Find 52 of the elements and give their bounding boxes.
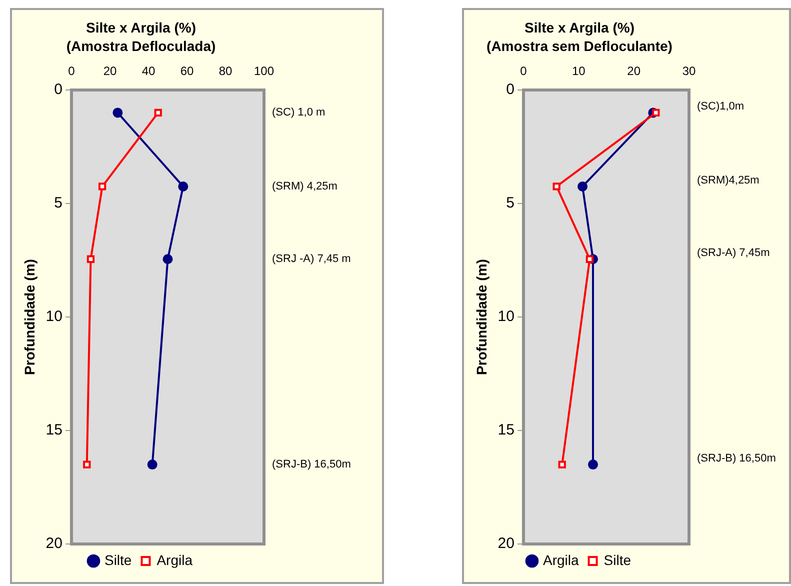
point	[86, 255, 95, 263]
chart-title: Silte x Argila (%)	[86, 19, 196, 36]
chart-subtitle: (Amostra Defloculada)	[66, 38, 216, 54]
point	[83, 460, 91, 468]
text: (SRJ -A) 7,45 m	[272, 253, 351, 266]
y-axis-title: Profundidade (m)	[21, 259, 38, 375]
y-tick-label: 5	[506, 194, 514, 212]
text: (SRM) 4,25m	[272, 180, 338, 193]
y-tick-label: 20	[498, 535, 514, 552]
legend-label: Silte	[104, 552, 132, 568]
chart-title: Silte x Argila (%)	[524, 19, 634, 36]
y-tick-label: 0	[506, 81, 514, 98]
y-tick-label: 10	[498, 308, 514, 326]
text: (SRJ-A) 7,45m	[697, 247, 770, 260]
x-tick-label: 10	[572, 64, 586, 78]
text: (SRM)4,25m	[697, 174, 760, 187]
point	[162, 254, 173, 264]
chart-subtitle: (Amostra sem Defloculante)	[486, 38, 672, 54]
point	[154, 108, 162, 117]
legend-label: Argila	[542, 552, 579, 568]
text: (SRJ-B) 16,50m	[697, 452, 776, 465]
y-tick-label: 10	[46, 308, 62, 326]
point	[178, 181, 188, 192]
y-tick-label: 5	[54, 194, 62, 212]
point	[98, 182, 106, 190]
point	[586, 255, 594, 263]
x-tick-label: 80	[218, 64, 232, 78]
y-tick-label: 20	[46, 535, 62, 552]
text: (SC)1,0m	[697, 100, 744, 113]
y-tick-label: 15	[46, 422, 62, 439]
x-tick-label: 60	[180, 64, 194, 78]
x-tick-label: 0	[520, 64, 528, 78]
y-tick-label: 0	[54, 81, 62, 98]
x-tick-label: 30	[682, 64, 696, 78]
x-tick-label: 20	[627, 64, 641, 78]
point	[588, 460, 598, 470]
x-tick-label: 20	[103, 64, 117, 78]
legend-label: Argila	[156, 552, 193, 568]
legend-label: Silte	[604, 552, 632, 568]
point	[147, 460, 158, 470]
point	[652, 108, 660, 117]
point	[558, 460, 566, 468]
text: (SRJ-B) 16,50m	[272, 458, 351, 471]
x-tick-label: 100	[254, 64, 274, 78]
text: (SC) 1,0 m	[272, 106, 326, 119]
point	[552, 182, 560, 190]
y-axis-title: Profundidade (m)	[473, 259, 490, 375]
x-tick-label: 0	[68, 64, 76, 78]
point	[112, 108, 123, 118]
point	[578, 181, 588, 192]
x-tick-label: 40	[142, 64, 156, 78]
y-tick-label: 15	[498, 422, 514, 439]
